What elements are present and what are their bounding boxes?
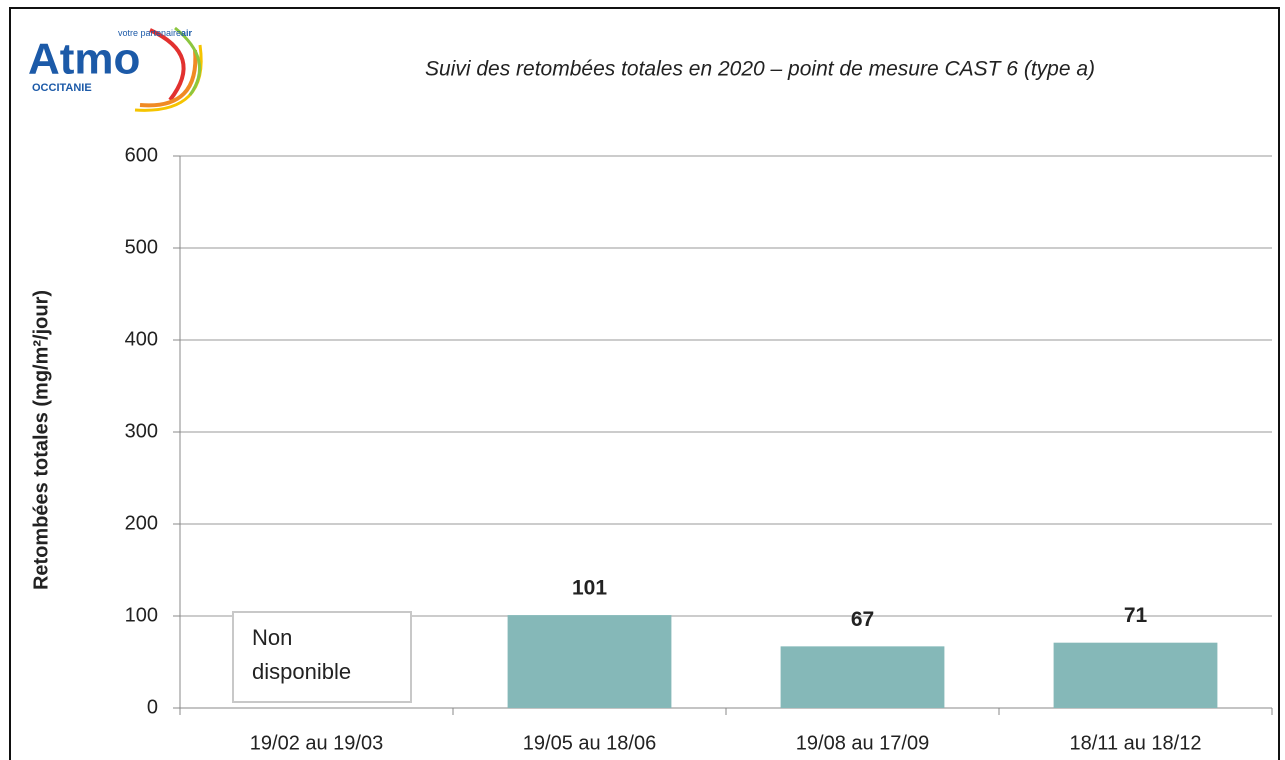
bar xyxy=(780,646,945,708)
logo-tagline: votre partenaireair xyxy=(118,28,193,38)
y-axis-label: Retombées totales (mg/m²/jour) xyxy=(30,290,52,590)
annotation: Non disponible xyxy=(232,611,412,703)
y-tick-label: 500 xyxy=(125,236,158,258)
data-label: 71 xyxy=(1124,604,1148,627)
logo-arc xyxy=(134,44,203,112)
data-label: 101 xyxy=(572,577,607,600)
chart-title: Suivi des retombées totales en 2020 – po… xyxy=(425,58,1095,81)
y-tick-label: 100 xyxy=(125,604,158,626)
y-tick-label: 400 xyxy=(125,328,158,350)
logo: Atmo votre partenaireair OCCITANIE xyxy=(28,26,203,112)
y-tick-label: 300 xyxy=(125,420,158,442)
logo-arc xyxy=(174,26,202,96)
y-tick-label: 200 xyxy=(125,512,158,534)
logo-arc xyxy=(139,49,198,108)
logo-arc xyxy=(149,28,186,102)
frame xyxy=(9,7,1280,760)
x-tick-label: 19/02 au 19/03 xyxy=(250,732,383,754)
x-tick-label: 18/11 au 18/12 xyxy=(1070,732,1202,754)
logo-tagline-bold: air xyxy=(181,28,193,38)
y-tick-label: 600 xyxy=(125,144,158,166)
x-tick-label: 19/05 au 18/06 xyxy=(523,732,656,754)
logo-tagline-text: votre partenaire xyxy=(118,28,181,38)
bar xyxy=(507,615,672,708)
y-tick-label: 0 xyxy=(147,696,158,718)
logo-region: OCCITANIE xyxy=(32,82,92,94)
data-label: 67 xyxy=(851,608,874,631)
x-tick-label: 19/08 au 17/09 xyxy=(796,732,929,754)
bar xyxy=(1053,642,1218,708)
logo-name: Atmo xyxy=(28,35,140,84)
